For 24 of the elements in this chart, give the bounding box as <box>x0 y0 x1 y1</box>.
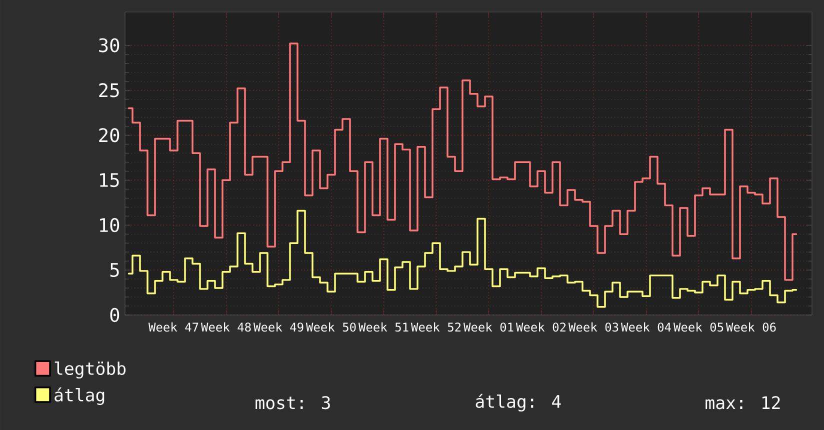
y-tick-label: 5 <box>110 263 119 277</box>
x-tick-label: Week 52 <box>410 322 461 332</box>
text: átlag: 4 <box>476 394 561 412</box>
x-tick-label: Week 47 <box>148 322 198 332</box>
legend-label: legtöbb <box>54 362 126 378</box>
x-tick-label: Week 50 <box>306 322 356 332</box>
x-tick-label: Week 06 <box>726 322 776 332</box>
x-tick-label: Week 51 <box>358 322 408 332</box>
x-tick-label: Week 02 <box>516 322 566 332</box>
x-tick-label: Week 04 <box>620 322 671 332</box>
x-tick-label: Week 03 <box>568 322 618 332</box>
text: most: 3 <box>256 396 330 410</box>
y-tick-label: 20 <box>99 128 120 142</box>
x-tick-label: Week 05 <box>673 322 724 332</box>
text: max: 12 <box>706 396 780 410</box>
y-tick-label: 0 <box>110 308 120 322</box>
legend-label: átlag <box>54 387 104 406</box>
x-tick-label: Week 48 <box>200 322 251 332</box>
y-tick-label: 15 <box>100 173 119 188</box>
y-tick-label: 25 <box>99 83 119 98</box>
x-tick-label: Week 01 <box>463 322 514 332</box>
x-tick-label: Week 49 <box>253 322 304 332</box>
y-tick-label: 30 <box>99 38 120 52</box>
y-tick-label: 10 <box>100 218 120 232</box>
